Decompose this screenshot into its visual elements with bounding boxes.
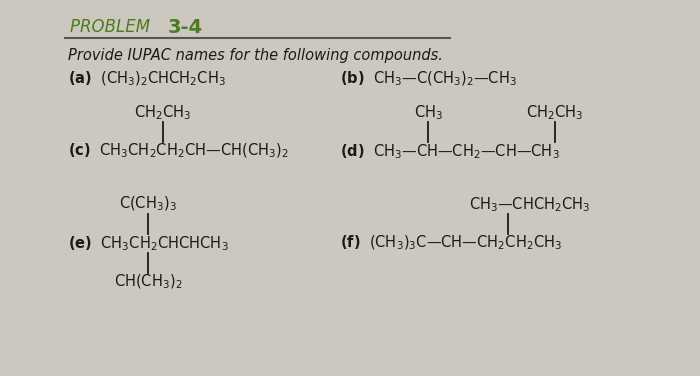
Text: $\bf{(b)}$  CH$_3$—C(CH$_3$)$_2$—CH$_3$: $\bf{(b)}$ CH$_3$—C(CH$_3$)$_2$—CH$_3$ xyxy=(340,70,517,88)
Text: CH$_3$: CH$_3$ xyxy=(414,103,442,122)
Text: $\bf{(a)}$  (CH$_3$)$_2$CHCH$_2$CH$_3$: $\bf{(a)}$ (CH$_3$)$_2$CHCH$_2$CH$_3$ xyxy=(68,70,226,88)
Text: $\bf{(f)}$  (CH$_3$)$_3$C—CH—CH$_2$CH$_2$CH$_3$: $\bf{(f)}$ (CH$_3$)$_3$C—CH—CH$_2$CH$_2$… xyxy=(340,234,562,252)
Text: $\bf{(e)}$  CH$_3$CH$_2$CHCHCH$_3$: $\bf{(e)}$ CH$_3$CH$_2$CHCHCH$_3$ xyxy=(68,234,229,253)
Text: PROBLEM: PROBLEM xyxy=(70,18,155,36)
Text: Provide IUPAC names for the following compounds.: Provide IUPAC names for the following co… xyxy=(68,48,443,63)
Text: CH$_2$CH$_3$: CH$_2$CH$_3$ xyxy=(526,103,584,122)
Text: $\bf{(d)}$  CH$_3$—CH—CH$_2$—CH—CH$_3$: $\bf{(d)}$ CH$_3$—CH—CH$_2$—CH—CH$_3$ xyxy=(340,142,560,161)
Text: CH(CH$_3$)$_2$: CH(CH$_3$)$_2$ xyxy=(114,273,182,291)
Text: CH$_3$—CHCH$_2$CH$_3$: CH$_3$—CHCH$_2$CH$_3$ xyxy=(469,195,591,214)
Text: 3-4: 3-4 xyxy=(168,18,203,37)
Text: C(CH$_3$)$_3$: C(CH$_3$)$_3$ xyxy=(119,195,177,214)
Text: $\bf{(c)}$  CH$_3$CH$_2$CH$_2$CH—CH(CH$_3$)$_2$: $\bf{(c)}$ CH$_3$CH$_2$CH$_2$CH—CH(CH$_3… xyxy=(68,142,288,161)
Text: CH$_2$CH$_3$: CH$_2$CH$_3$ xyxy=(134,103,192,122)
